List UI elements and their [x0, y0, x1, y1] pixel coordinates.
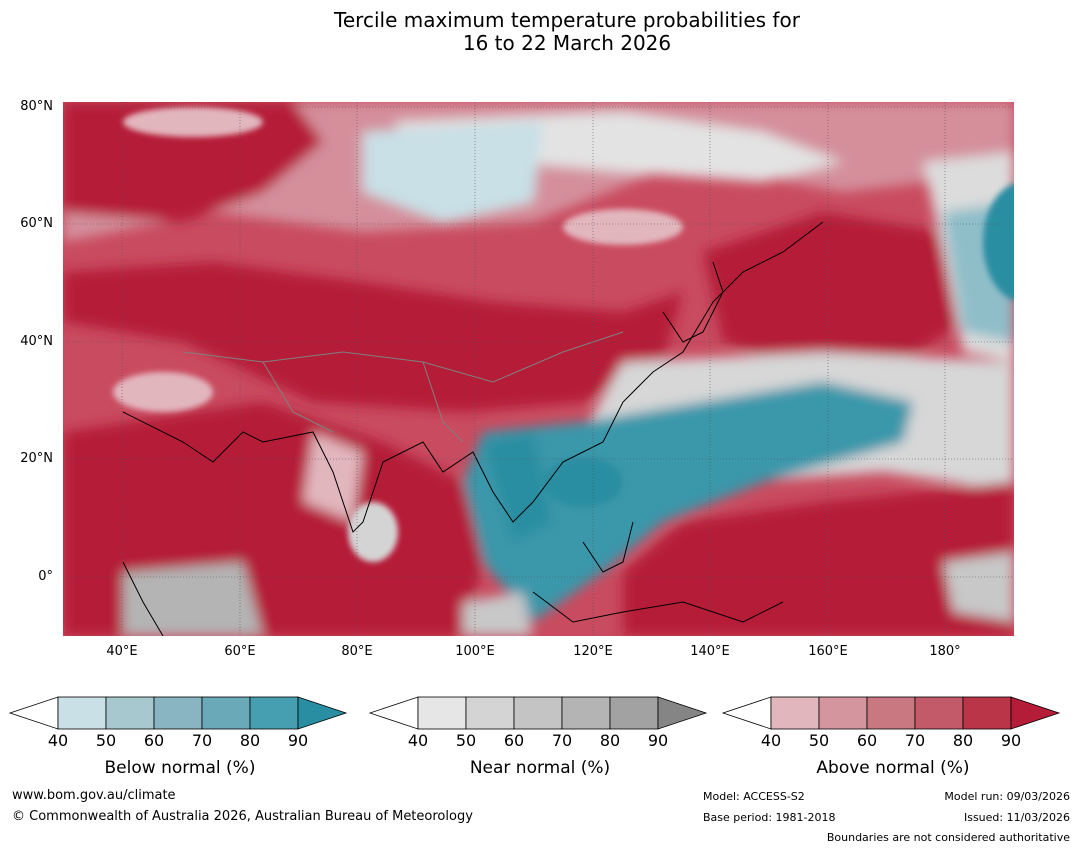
colorbar-segment-below-normal-0: [57, 696, 107, 730]
colorbar-min-triangle-above-normal: [721, 696, 772, 730]
lon-label-160e: 160°E: [808, 644, 848, 659]
lon-label-60e: 60°E: [224, 644, 256, 659]
legend-caption-above-normal: Above normal (%): [816, 758, 970, 778]
colorbar-tick-near-normal-70: 70: [551, 731, 573, 750]
coastlines: [122, 221, 824, 636]
colorbar-max-triangle-near-normal: [657, 696, 708, 730]
colorbar-segment-below-normal-3: [201, 696, 251, 730]
colorbar-tick-near-normal-50: 50: [455, 731, 477, 750]
colorbar-tick-above-normal-40: 40: [760, 731, 782, 750]
colorbar-tick-below-normal-70: 70: [191, 731, 213, 750]
colorbar-segment-near-normal-0: [417, 696, 467, 730]
colorbar-tick-above-normal-90: 90: [1000, 731, 1022, 750]
title-line-2: 16 to 22 March 2026: [462, 31, 672, 55]
probability-map: [63, 102, 1014, 636]
lon-label-120e: 120°E: [573, 644, 613, 659]
colorbar-tick-below-normal-80: 80: [239, 731, 261, 750]
lon-label-80e: 80°E: [341, 644, 373, 659]
colorbar-segment-near-normal-3: [561, 696, 611, 730]
colorbar-near-normal: [368, 696, 708, 730]
colorbar-tick-near-normal-40: 40: [407, 731, 429, 750]
model-run-text: Model run: 09/03/2026: [944, 790, 1070, 803]
colorbar-tick-below-normal-60: 60: [143, 731, 165, 750]
detail-patches: [113, 107, 1014, 562]
colorbar-tick-near-normal-60: 60: [503, 731, 525, 750]
legend-near-normal: Near normal (%) 40 50 60 70 80 90: [368, 696, 710, 786]
map-svg: [63, 102, 1014, 636]
legend-below-normal: Below normal (%) 40 50 60 70 80 90: [8, 696, 350, 786]
graticule: [63, 102, 1014, 636]
colorbar-segment-above-normal-3: [914, 696, 964, 730]
colorbar-below-normal: [8, 696, 348, 730]
colorbar-segment-near-normal-2: [513, 696, 563, 730]
colorbar-segment-near-normal-4: [609, 696, 659, 730]
lat-label-60n: 60°N: [20, 216, 53, 231]
colorbar-segment-above-normal-1: [818, 696, 868, 730]
base-period-text: Base period: 1981-2018: [703, 811, 836, 824]
chart-title: Tercile maximum temperature probabilitie…: [0, 9, 1081, 55]
colorbar-tick-above-normal-60: 60: [856, 731, 878, 750]
colorbar-tick-below-normal-40: 40: [47, 731, 69, 750]
colorbar-tick-below-normal-90: 90: [287, 731, 309, 750]
colorbar-segment-above-normal-2: [866, 696, 916, 730]
legend-caption-below-normal: Below normal (%): [104, 758, 256, 778]
copyright-text: © Commonwealth of Australia 2026, Austra…: [12, 809, 473, 824]
model-text: Model: ACCESS-S2: [703, 790, 805, 803]
colorbar-tick-near-normal-90: 90: [647, 731, 669, 750]
colorbar-tick-near-normal-80: 80: [599, 731, 621, 750]
lat-label-20n: 20°N: [20, 451, 53, 466]
colorbar-max-triangle-below-normal: [297, 696, 348, 730]
colorbar-tick-above-normal-70: 70: [904, 731, 926, 750]
lat-label-80n: 80°N: [20, 99, 53, 114]
colorbar-segment-above-normal-0: [770, 696, 820, 730]
colorbar-segment-below-normal-1: [105, 696, 155, 730]
colorbar-tick-above-normal-50: 50: [808, 731, 830, 750]
colorbar-min-triangle-near-normal: [368, 696, 419, 730]
colorbar-above-normal: [721, 696, 1061, 730]
colorbar-tick-above-normal-80: 80: [952, 731, 974, 750]
disclaimer-text: Boundaries are not considered authoritat…: [826, 831, 1070, 844]
colorbar-segment-below-normal-2: [153, 696, 203, 730]
title-line-1: Tercile maximum temperature probabilitie…: [334, 8, 800, 32]
borders: [182, 331, 624, 443]
lat-label-40n: 40°N: [20, 334, 53, 349]
lat-label-0: 0°: [38, 569, 53, 584]
colorbar-max-triangle-above-normal: [1010, 696, 1061, 730]
legend-above-normal: Above normal (%) 40 50 60 70 80 90: [721, 696, 1063, 786]
lon-label-180: 180°: [929, 644, 961, 659]
colorbar-segment-near-normal-1: [465, 696, 515, 730]
colorbar-min-triangle-below-normal: [8, 696, 59, 730]
issued-text: Issued: 11/03/2026: [963, 811, 1070, 824]
lon-label-140e: 140°E: [690, 644, 730, 659]
lon-label-100e: 100°E: [455, 644, 495, 659]
colorbar-tick-below-normal-50: 50: [95, 731, 117, 750]
lon-label-40e: 40°E: [106, 644, 138, 659]
colorbar-segment-below-normal-4: [249, 696, 299, 730]
colorbar-segment-above-normal-4: [962, 696, 1012, 730]
legend-caption-near-normal: Near normal (%): [469, 758, 611, 778]
website-link[interactable]: www.bom.gov.au/climate: [12, 788, 176, 803]
